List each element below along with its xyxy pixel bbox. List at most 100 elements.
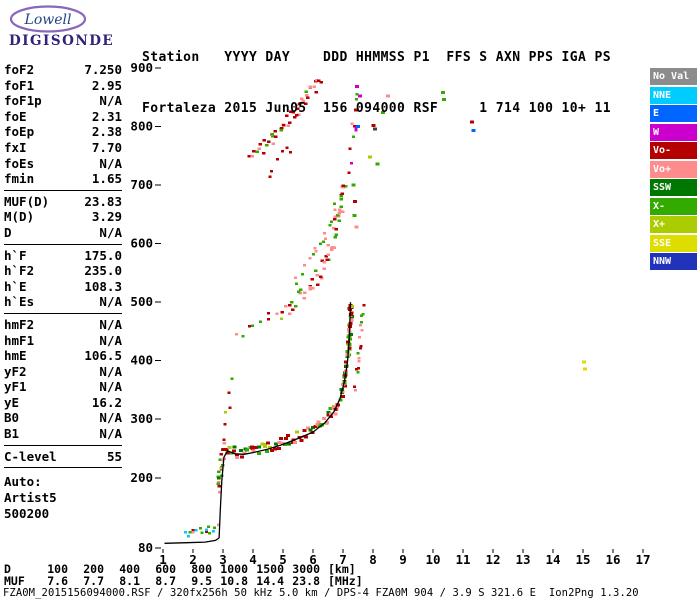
- dmuf-value: 9.5: [191, 574, 212, 588]
- dmuf-value: 8.1: [119, 574, 140, 588]
- x-tick-label: 4: [249, 552, 257, 567]
- param-row: C-level 55: [4, 449, 122, 465]
- param-value: 7.70: [91, 139, 122, 155]
- dmuf-row-d: D 100 200 400 600 800 1000 1500 3000 [km]: [4, 563, 363, 575]
- dmuf-value: 3000: [292, 562, 320, 576]
- legend-item-sse: SSE: [650, 234, 697, 252]
- dmuf-value: 23.8: [292, 574, 320, 588]
- param-label: D: [4, 224, 12, 240]
- param-value: 108.3: [84, 278, 122, 294]
- dmuf-row-label: MUF: [4, 574, 25, 588]
- legend-item-nnw: NNW: [650, 253, 697, 270]
- legend-item-x+: X+: [650, 216, 697, 233]
- param-label: M(D): [4, 209, 35, 225]
- param-value: N/A: [99, 410, 122, 426]
- y-tick-label: 300: [130, 411, 153, 426]
- y-tick-label: 500: [130, 294, 153, 309]
- param-separator: [4, 243, 122, 245]
- echo-point: [356, 125, 360, 128]
- echo-point: [471, 129, 476, 133]
- legend-item-x-: X-: [650, 197, 697, 215]
- header-column-labels: Station YYYY DAY DDD HHMMSS P1 FFS S AXN…: [142, 50, 611, 65]
- dmuf-value: 10.8: [220, 574, 248, 588]
- param-footer-line: Auto:: [4, 474, 42, 490]
- param-label: fxI: [4, 139, 27, 155]
- param-value: N/A: [99, 294, 122, 310]
- param-value: N/A: [99, 379, 122, 395]
- param-row: yE 16.2: [4, 395, 122, 411]
- logo-digisonde-text: DIGISONDE: [9, 33, 114, 49]
- param-value: 3.29: [91, 209, 122, 225]
- header: Station YYYY DAY DDD HHMMSS P1 FFS S AXN…: [142, 15, 611, 134]
- legend-item-vo-: Vo-: [650, 142, 697, 159]
- param-value: 175.0: [84, 247, 122, 263]
- dmuf-row-muf: MUF 7.6 7.7 8.1 8.7 9.5 10.8 14.4 23.8 [MHz]: [4, 575, 363, 587]
- param-footer-line: Artist5: [4, 490, 57, 506]
- param-row: yF1 N/A: [4, 379, 122, 395]
- param-label: foEp: [4, 124, 35, 140]
- param-footer-line: 500200: [4, 506, 50, 522]
- echo-point: [353, 200, 357, 203]
- echo-point: [386, 94, 390, 98]
- param-value: N/A: [99, 155, 122, 171]
- param-separator: [4, 312, 122, 314]
- dmuf-value: 1500: [256, 562, 284, 576]
- dmuf-value: 7.7: [83, 574, 104, 588]
- dmuf-value: 14.4: [256, 574, 284, 588]
- x-tick-label: 2: [189, 552, 197, 567]
- param-label: B0: [4, 410, 20, 426]
- param-row: h`F 175.0: [4, 248, 122, 264]
- echo-point: [440, 91, 445, 95]
- param-label: foE: [4, 108, 27, 124]
- param-row: h`Es N/A: [4, 294, 122, 310]
- dmuf-row-label: D: [4, 562, 11, 576]
- dmuf-unit: [MHz]: [328, 574, 363, 588]
- dmuf-value: 8.7: [155, 574, 176, 588]
- param-value: 7.250: [84, 62, 122, 77]
- param-value: N/A: [99, 316, 122, 332]
- y-tick-label: 700: [130, 177, 153, 192]
- artist-F-trace: [218, 302, 352, 539]
- x-tick-label: 17: [635, 552, 650, 567]
- param-row: yF2 N/A: [4, 364, 122, 380]
- echo-point: [351, 183, 356, 187]
- dmuf-value: 7.6: [47, 574, 68, 588]
- echo-point: [470, 120, 474, 124]
- echo-point: [583, 367, 588, 371]
- legend: No Val NNE E W Vo- Vo+ SSW X- X+ SSE NNW: [650, 68, 697, 272]
- lowell-digisonde-logo: Lowell DIGISONDE: [9, 5, 114, 49]
- logo-ellipse-swoosh: [9, 5, 87, 33]
- param-value: 23.83: [84, 193, 122, 209]
- param-row: h`F2 235.0: [4, 263, 122, 279]
- param-value: N/A: [99, 363, 122, 379]
- x-tick-label: 6: [309, 552, 317, 567]
- param-label: fmin: [4, 171, 35, 187]
- param-value: N/A: [99, 93, 122, 109]
- param-separator: [4, 189, 122, 191]
- echo-point: [581, 360, 586, 364]
- param-row: fmin 1.65: [4, 171, 122, 187]
- param-value: N/A: [99, 332, 122, 348]
- echo-point: [368, 155, 372, 159]
- param-label: yF1: [4, 379, 27, 395]
- artist-trace-lines: [164, 302, 352, 544]
- param-value: N/A: [99, 224, 122, 240]
- x-tick-label: 9: [399, 552, 407, 567]
- legend-item-vo+: Vo+: [650, 160, 697, 178]
- y-tick-label: 80: [138, 540, 153, 555]
- param-row: foEs N/A: [4, 156, 122, 172]
- param-row: hmF2 N/A: [4, 317, 122, 333]
- header-station-values: Fortaleza 2015 Jun05 156 094000 RSF 1 71…: [142, 101, 611, 116]
- param-row: foF1 2.95: [4, 78, 122, 94]
- x-tick-label: 11: [455, 552, 470, 567]
- x-tick-label: 7: [339, 552, 347, 567]
- param-label: h`F2: [4, 263, 35, 279]
- param-row: hmF1 N/A: [4, 333, 122, 349]
- param-label: yE: [4, 394, 20, 410]
- param-label: foF2: [4, 62, 35, 77]
- y-tick-label: 200: [130, 470, 153, 485]
- param-row: D N/A: [4, 225, 122, 241]
- echo-point: [352, 214, 357, 217]
- x-tick-label: 16: [605, 552, 620, 567]
- param-value: 106.5: [84, 348, 122, 364]
